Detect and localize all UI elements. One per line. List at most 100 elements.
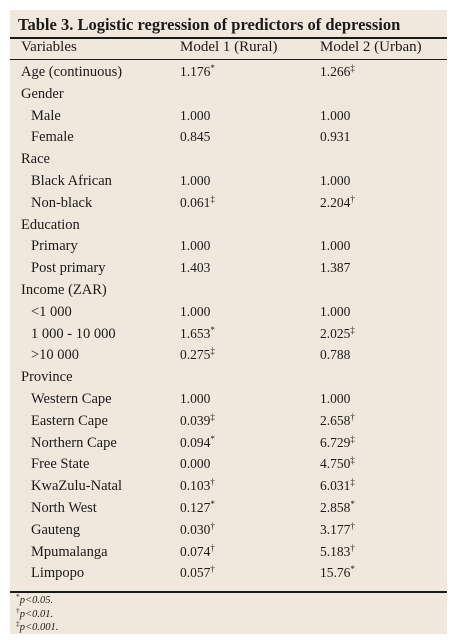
cell-value: 1.000 — [320, 303, 351, 319]
cell-value: 0.788 — [320, 347, 351, 363]
cell-value: 1.000 — [180, 172, 211, 188]
significance-mark: † — [350, 411, 355, 422]
significance-mark: ‡ — [210, 411, 215, 422]
footnote-text: p<0.05. — [19, 595, 54, 606]
row-label: Western Cape — [31, 390, 112, 407]
model-1-value: 1.000 — [180, 304, 210, 320]
cell-value: 0.931 — [320, 129, 351, 145]
model-2-value: 3.177† — [320, 521, 355, 538]
model-2-value: 1.000 — [320, 304, 350, 320]
significance-mark: * — [210, 63, 215, 73]
table-group-row: Race — [10, 147, 447, 169]
model-1-value: 0.127* — [180, 498, 215, 516]
row-label: Education — [21, 216, 80, 233]
cell-value: 0.030 — [180, 521, 211, 537]
model-1-value: 0.039‡ — [180, 411, 215, 429]
cell-value: 1.403 — [180, 260, 211, 276]
model-2-value: 2.858* — [320, 499, 355, 516]
footnote-text: p<0.01. — [19, 608, 54, 620]
table-row: Primary 1.000 1.000 — [10, 234, 447, 256]
table-row: KwaZulu-Natal 0.103† 6.031‡ — [10, 474, 447, 496]
model-1-value: 0.030† — [180, 520, 215, 538]
table-row: Northern Cape 0.094* 6.729‡ — [10, 431, 447, 453]
cell-value: 6.031 — [320, 478, 351, 494]
table-group-row: Age (continuous) 1.176* 1.266‡ — [10, 60, 447, 82]
significance-mark: * — [350, 564, 355, 575]
model-1-value: 1.653* — [180, 325, 215, 342]
row-label: KwaZulu-Natal — [31, 478, 122, 495]
model-2-value: 0.931 — [320, 129, 350, 145]
footnote-mark: † — [16, 605, 20, 615]
row-label: Province — [21, 369, 73, 386]
row-label: Black African — [31, 172, 112, 189]
model-2-value: 1.387 — [320, 260, 350, 276]
cell-value: 1.176 — [180, 64, 211, 79]
significance-mark: ‡ — [350, 433, 355, 444]
table-row: Gauteng 0.030† 3.177† — [10, 518, 447, 540]
significance-mark: † — [210, 542, 215, 553]
cell-value: 0.103 — [180, 478, 211, 494]
model-2-value: 1.000 — [320, 108, 350, 124]
footnote: *p<0.05. — [16, 592, 58, 609]
cell-value: 1.000 — [320, 238, 351, 254]
cell-value: 1.653 — [180, 325, 211, 341]
table-row: North West 0.127* 2.858* — [10, 496, 447, 518]
row-label: Primary — [31, 238, 78, 255]
cell-value: 1.000 — [320, 172, 351, 188]
model-2-value: 1.000 — [320, 238, 350, 254]
model-1-value: 0.845 — [180, 129, 210, 145]
row-label: Mpumalanga — [31, 543, 108, 560]
footnote-mark: * — [16, 592, 20, 601]
significance-mark: † — [210, 520, 215, 531]
cell-value: 0.057 — [180, 565, 211, 581]
model-2-value: 4.750‡ — [320, 456, 355, 472]
row-label: Female — [31, 129, 74, 146]
row-label: Northern Cape — [31, 434, 117, 451]
cell-value: 1.000 — [180, 390, 211, 406]
model-2-value: 15.76* — [320, 565, 355, 581]
table-row: Black African 1.000 1.000 — [10, 169, 447, 191]
model-2-value: 2.025‡ — [320, 325, 355, 342]
header-rule — [10, 59, 447, 60]
table-row: Eastern Cape 0.039‡ 2.658† — [10, 409, 447, 431]
cell-value: 1.000 — [180, 238, 211, 254]
model-1-value: 0.061‡ — [180, 194, 215, 211]
table-row: Post primary 1.403 1.387 — [10, 256, 447, 278]
significance-mark: ‡ — [350, 455, 355, 466]
model-2-value: 1.000 — [320, 391, 350, 407]
significance-mark: † — [210, 564, 215, 575]
table-row: >10 000 0.275‡ 0.788 — [10, 343, 447, 365]
model-1-value: 0.275‡ — [180, 347, 215, 363]
significance-mark: ‡ — [210, 346, 215, 357]
model-1-value: 1.000 — [180, 173, 210, 189]
model-2-value: 2.658† — [320, 411, 355, 429]
cell-value: 0.074 — [180, 543, 211, 559]
column-header-model-2: Model 2 (Urban) — [320, 39, 422, 55]
cell-value: 1.000 — [320, 107, 351, 123]
table-title: Table 3. Logistic regression of predicto… — [18, 15, 401, 34]
row-label: North West — [31, 499, 97, 516]
top-rule — [10, 37, 447, 39]
row-label: Free State — [31, 456, 90, 473]
row-label: <1 000 — [31, 303, 72, 320]
row-label: Gauteng — [31, 521, 81, 538]
cell-value: 2.658 — [320, 412, 351, 428]
significance-mark: † — [210, 477, 215, 488]
table-row: Limpopo 0.057† 15.76* — [10, 561, 447, 583]
significance-mark: * — [210, 433, 215, 444]
bottom-rule — [10, 591, 447, 593]
model-2-value: 0.788 — [320, 347, 350, 363]
footnote: †p<0.01. — [16, 605, 58, 623]
cell-value: 0.094 — [180, 434, 211, 450]
significance-mark: ‡ — [350, 63, 355, 73]
table-row: Mpumalanga 0.074† 5.183† — [10, 540, 447, 562]
table-row: Male 1.000 1.000 — [10, 104, 447, 126]
cell-value: 4.750 — [320, 456, 351, 472]
significance-mark: ‡ — [350, 477, 355, 488]
significance-mark: * — [210, 498, 215, 509]
cell-value: 2.204 — [320, 194, 351, 210]
row-label: Age (continuous) — [21, 64, 123, 80]
cell-value: 0.061 — [180, 194, 211, 210]
row-label: Post primary — [31, 260, 106, 277]
cell-value: 0.127 — [180, 499, 211, 515]
